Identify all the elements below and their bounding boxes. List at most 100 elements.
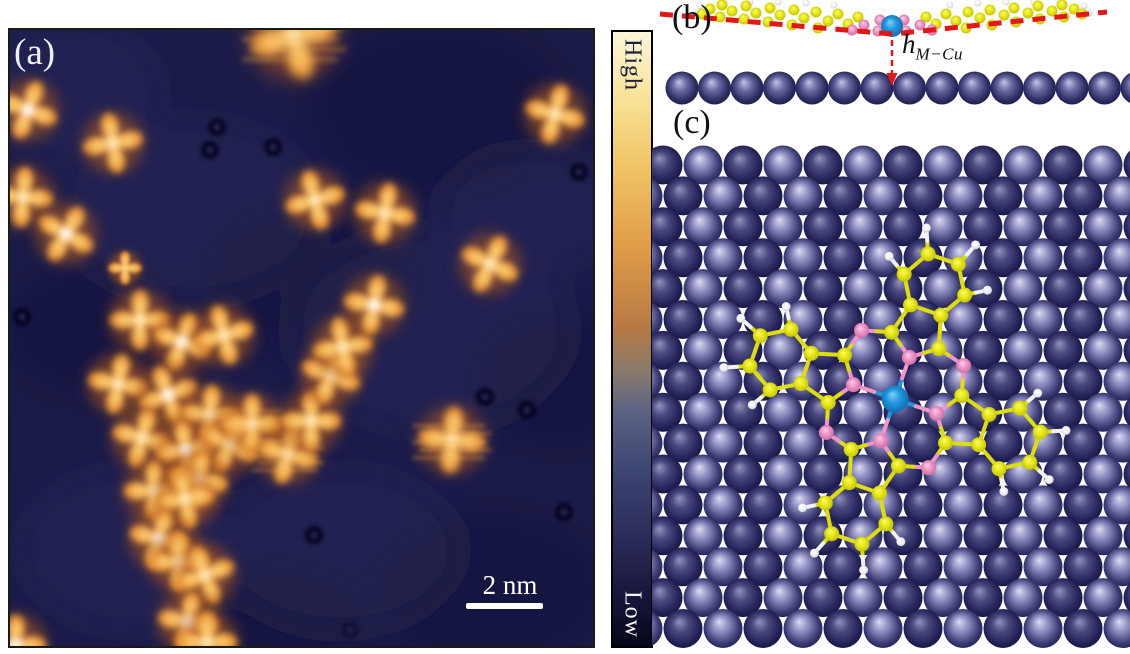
substrate-atom xyxy=(803,145,843,185)
substrate-atom xyxy=(1063,361,1103,401)
nitrogen-atom xyxy=(914,19,926,31)
substrate-atom xyxy=(1063,485,1103,525)
substrate-atom xyxy=(843,392,883,432)
molecule-side-view xyxy=(691,0,1093,37)
hydrogen-atom xyxy=(999,486,1009,496)
substrate-atom xyxy=(652,549,663,584)
carbon-atom xyxy=(920,246,936,262)
substrate-atom xyxy=(863,176,903,216)
substrate-atom xyxy=(963,578,1003,618)
substrate-atom xyxy=(803,454,843,494)
nitrogen-atom xyxy=(920,460,936,476)
substrate-atom xyxy=(1043,516,1083,556)
substrate-atom xyxy=(683,269,723,309)
substrate-atom xyxy=(683,330,723,370)
substrate-atom xyxy=(763,330,803,370)
hydrogen-atom xyxy=(736,313,746,323)
substrate-atom xyxy=(863,547,903,587)
substrate-atom xyxy=(843,578,883,618)
stm-molecule xyxy=(354,182,416,244)
substrate-atom xyxy=(763,269,803,309)
carbon-atom xyxy=(820,394,836,410)
carbon-atom xyxy=(984,4,996,16)
substrate-atom xyxy=(763,392,803,432)
carbon-atom xyxy=(837,347,853,363)
substrate-atom xyxy=(1043,578,1083,618)
hydrogen-atom xyxy=(696,2,704,10)
stm-molecule xyxy=(174,544,236,606)
carbon-atom xyxy=(716,0,728,11)
substrate-atom xyxy=(783,176,823,216)
substrate-atom xyxy=(883,207,923,247)
molecular-plane-dashes xyxy=(659,9,1108,37)
substrate-atom xyxy=(663,423,703,463)
substrate-atom xyxy=(1003,516,1043,556)
substrate-atom xyxy=(663,547,703,587)
substrate-atom xyxy=(963,330,1003,370)
stm-molecule xyxy=(35,203,97,265)
substrate-atom xyxy=(1023,176,1063,216)
carbon-atom xyxy=(738,13,750,25)
carbon-atom xyxy=(740,0,752,12)
carbon-atom xyxy=(714,11,726,23)
substrate-atom xyxy=(963,516,1003,556)
carbon-atom xyxy=(991,461,1007,477)
stm-molecule xyxy=(10,79,59,141)
substrate-atom xyxy=(903,485,943,525)
nitrogen-atom xyxy=(846,24,858,36)
substrate-atom xyxy=(923,145,963,185)
substrate-atom xyxy=(903,361,943,401)
substrate-atom xyxy=(683,578,723,618)
substrate-atom xyxy=(723,578,763,618)
top-view-panel xyxy=(652,145,1130,648)
substrate-atom xyxy=(1103,547,1130,587)
hydrogen-atom xyxy=(896,537,906,547)
substrate-atom xyxy=(1083,269,1123,309)
substrate-atom xyxy=(1023,238,1063,278)
substrate-atom xyxy=(783,238,823,278)
substrate-atom xyxy=(698,71,731,105)
substrate-atom xyxy=(703,176,743,216)
scalebar-label: 2 nm xyxy=(482,570,538,600)
carbon-atom xyxy=(832,8,844,20)
carbon-atom xyxy=(1032,424,1048,440)
hydrogen-atom xyxy=(781,302,791,312)
carbon-atom xyxy=(931,341,947,357)
hydrogen-atom xyxy=(921,223,931,233)
substrate-atom xyxy=(743,238,783,278)
substrate-atom xyxy=(1023,485,1063,525)
carbon-atom xyxy=(762,382,778,398)
substrate-atom xyxy=(1063,300,1103,339)
substrate-atom xyxy=(1123,274,1130,304)
substrate-atom xyxy=(652,578,683,618)
substrate-atom xyxy=(1123,583,1130,613)
substrate-atom xyxy=(652,392,683,432)
carbon-atom xyxy=(803,345,819,361)
height-label-subscript: M−Cu xyxy=(915,44,963,64)
substrate-row xyxy=(665,71,1130,105)
substrate-atom xyxy=(683,454,723,494)
height-label-base: h xyxy=(902,29,916,59)
panel-b-label: (b) xyxy=(672,0,712,36)
substrate-atom xyxy=(1123,335,1130,365)
substrate-atom xyxy=(663,300,703,339)
defect-spot xyxy=(13,308,31,326)
substrate-atom xyxy=(703,547,743,587)
stm-molecule xyxy=(343,274,405,336)
hydrogen-atom xyxy=(1061,425,1071,435)
substrate-atom xyxy=(703,238,743,278)
substrate-atom xyxy=(1083,207,1123,247)
defect-spot xyxy=(555,503,573,521)
substrate-atom xyxy=(983,609,1023,648)
substrate-atom xyxy=(763,145,803,185)
hydrogen-atom xyxy=(830,1,838,9)
substrate-atom xyxy=(1003,578,1043,618)
carbon-atom xyxy=(793,376,809,392)
substrate-atom xyxy=(943,176,983,216)
stm-molecule xyxy=(193,304,255,366)
substrate-atom xyxy=(983,176,1023,216)
carbon-atom xyxy=(962,6,974,18)
substrate-atom xyxy=(1003,145,1043,185)
substrate-atom xyxy=(1088,71,1121,105)
stm-molecule xyxy=(107,250,143,286)
